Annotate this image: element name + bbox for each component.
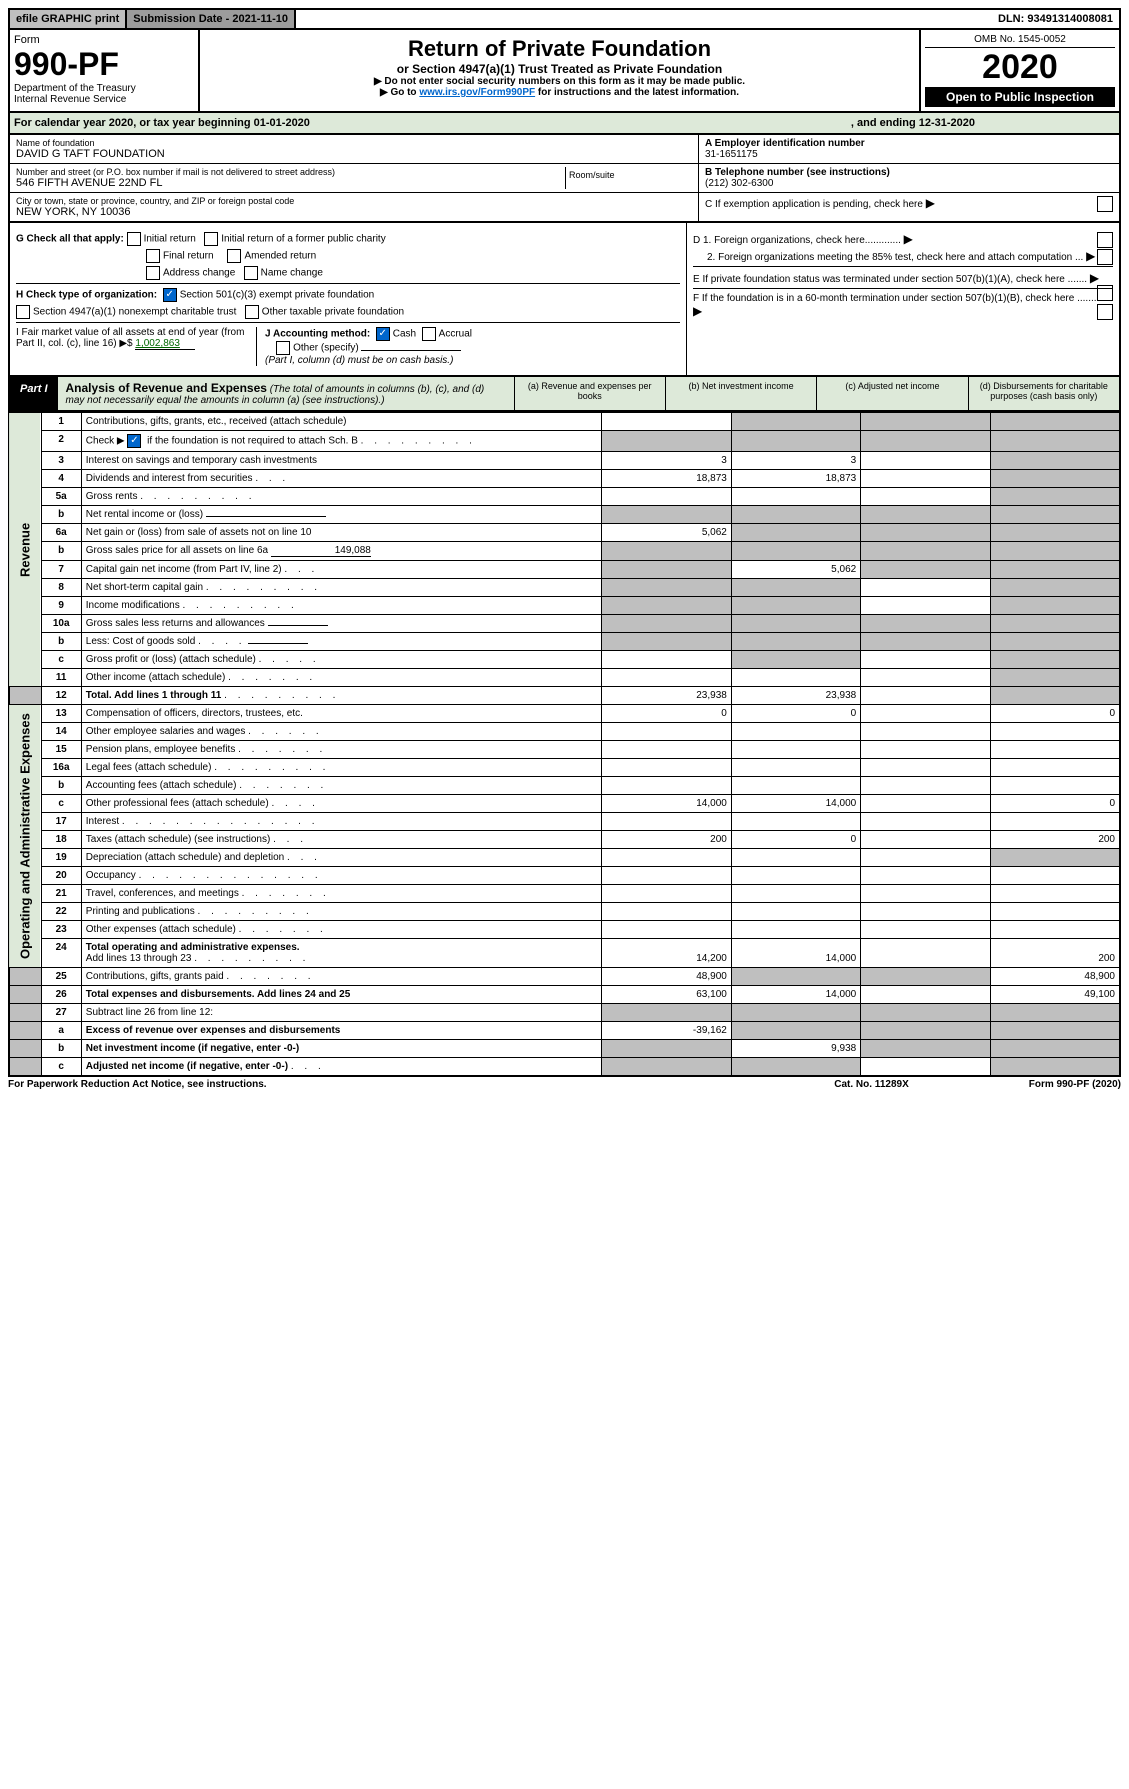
j-label: J Accounting method: bbox=[265, 329, 370, 340]
expenses-side-label: Operating and Administrative Expenses bbox=[9, 705, 41, 968]
section-d2: 2. Foreign organizations meeting the 85%… bbox=[707, 252, 1083, 263]
submission-date: Submission Date - 2021-11-10 bbox=[127, 10, 296, 28]
cb-amended-return[interactable] bbox=[227, 249, 241, 263]
fmv-value: 1,002,863 bbox=[135, 338, 195, 350]
cb-initial-former[interactable] bbox=[204, 232, 218, 246]
instruction-2: ▶ Go to www.irs.gov/Form990PF for instru… bbox=[206, 87, 913, 98]
cb-address-change[interactable] bbox=[146, 266, 160, 280]
form-number: 990-PF bbox=[14, 46, 194, 83]
section-d1: D 1. Foreign organizations, check here..… bbox=[693, 235, 901, 246]
part1-label: Part I bbox=[10, 377, 58, 410]
tax-year: 2020 bbox=[925, 48, 1115, 87]
omb-number: OMB No. 1545-0052 bbox=[925, 34, 1115, 48]
open-public-badge: Open to Public Inspection bbox=[925, 87, 1115, 107]
col-d-header: (d) Disbursements for charitable purpose… bbox=[968, 377, 1119, 410]
street-label: Number and street (or P.O. box number if… bbox=[16, 167, 565, 177]
paperwork-notice: For Paperwork Reduction Act Notice, see … bbox=[8, 1079, 267, 1090]
cb-final-return[interactable] bbox=[146, 249, 160, 263]
name-label: Name of foundation bbox=[16, 138, 692, 148]
city-label: City or town, state or province, country… bbox=[16, 196, 692, 206]
top-bar: efile GRAPHIC print Submission Date - 20… bbox=[8, 8, 1121, 30]
cb-other-method[interactable] bbox=[276, 341, 290, 355]
room-label: Room/suite bbox=[566, 167, 692, 189]
revenue-side-label: Revenue bbox=[9, 413, 41, 687]
i-label: I Fair market value of all assets at end… bbox=[16, 327, 244, 349]
part1-table: Revenue 1Contributions, gifts, grants, e… bbox=[8, 412, 1121, 1077]
efile-print-button[interactable]: efile GRAPHIC print bbox=[10, 10, 127, 28]
col-a-header: (a) Revenue and expenses per books bbox=[514, 377, 665, 410]
cb-4947a1[interactable] bbox=[16, 305, 30, 319]
tel-label: B Telephone number (see instructions) bbox=[705, 167, 890, 178]
section-e: E If private foundation status was termi… bbox=[693, 274, 1087, 285]
check-sections: G Check all that apply: Initial return I… bbox=[8, 223, 1121, 377]
irs: Internal Revenue Service bbox=[14, 94, 194, 105]
checkbox-c[interactable] bbox=[1097, 196, 1113, 212]
part1-title: Analysis of Revenue and Expenses bbox=[66, 381, 267, 395]
form-label: Form bbox=[14, 34, 194, 46]
dept: Department of the Treasury bbox=[14, 83, 194, 94]
cb-other-taxable[interactable] bbox=[245, 305, 259, 319]
form-ref: Form 990-PF (2020) bbox=[1029, 1079, 1121, 1090]
cb-501c3[interactable] bbox=[163, 288, 177, 302]
form-subtitle: or Section 4947(a)(1) Trust Treated as P… bbox=[206, 62, 913, 76]
cb-name-change[interactable] bbox=[244, 266, 258, 280]
h-label: H Check type of organization: bbox=[16, 290, 157, 301]
irs-link[interactable]: www.irs.gov/Form990PF bbox=[419, 87, 535, 98]
g-label: G Check all that apply: bbox=[16, 234, 124, 245]
tel-value: (212) 302-6300 bbox=[705, 178, 1113, 189]
section-c: C If exemption application is pending, c… bbox=[705, 199, 923, 210]
part1-header: Part I Analysis of Revenue and Expenses … bbox=[8, 377, 1121, 412]
checkbox-f[interactable] bbox=[1097, 304, 1113, 320]
page-footer: For Paperwork Reduction Act Notice, see … bbox=[8, 1077, 1121, 1090]
cb-initial-return[interactable] bbox=[127, 232, 141, 246]
entity-info: Name of foundationDAVID G TAFT FOUNDATIO… bbox=[8, 135, 1121, 223]
section-f: F If the foundation is in a 60-month ter… bbox=[693, 293, 1097, 304]
dln: DLN: 93491314008081 bbox=[992, 10, 1119, 28]
ein-value: 31-1651175 bbox=[705, 149, 1113, 160]
cb-cash[interactable] bbox=[376, 327, 390, 341]
street-address: 546 FIFTH AVENUE 22ND FL bbox=[16, 177, 565, 189]
city-state-zip: NEW YORK, NY 10036 bbox=[16, 206, 692, 218]
cb-accrual[interactable] bbox=[422, 327, 436, 341]
j-note: (Part I, column (d) must be on cash basi… bbox=[265, 355, 453, 366]
calendar-year-row: For calendar year 2020, or tax year begi… bbox=[8, 113, 1121, 135]
checkbox-e[interactable] bbox=[1097, 285, 1113, 301]
col-c-header: (c) Adjusted net income bbox=[816, 377, 967, 410]
cb-sch-b[interactable] bbox=[127, 434, 141, 448]
foundation-name: DAVID G TAFT FOUNDATION bbox=[16, 148, 692, 160]
ein-label: A Employer identification number bbox=[705, 138, 865, 149]
checkbox-d2[interactable] bbox=[1097, 249, 1113, 265]
checkbox-d1[interactable] bbox=[1097, 232, 1113, 248]
col-b-header: (b) Net investment income bbox=[665, 377, 816, 410]
cat-no: Cat. No. 11289X bbox=[834, 1079, 908, 1090]
instruction-1: ▶ Do not enter social security numbers o… bbox=[206, 76, 913, 87]
form-title: Return of Private Foundation bbox=[206, 36, 913, 62]
form-header: Form 990-PF Department of the Treasury I… bbox=[8, 30, 1121, 113]
